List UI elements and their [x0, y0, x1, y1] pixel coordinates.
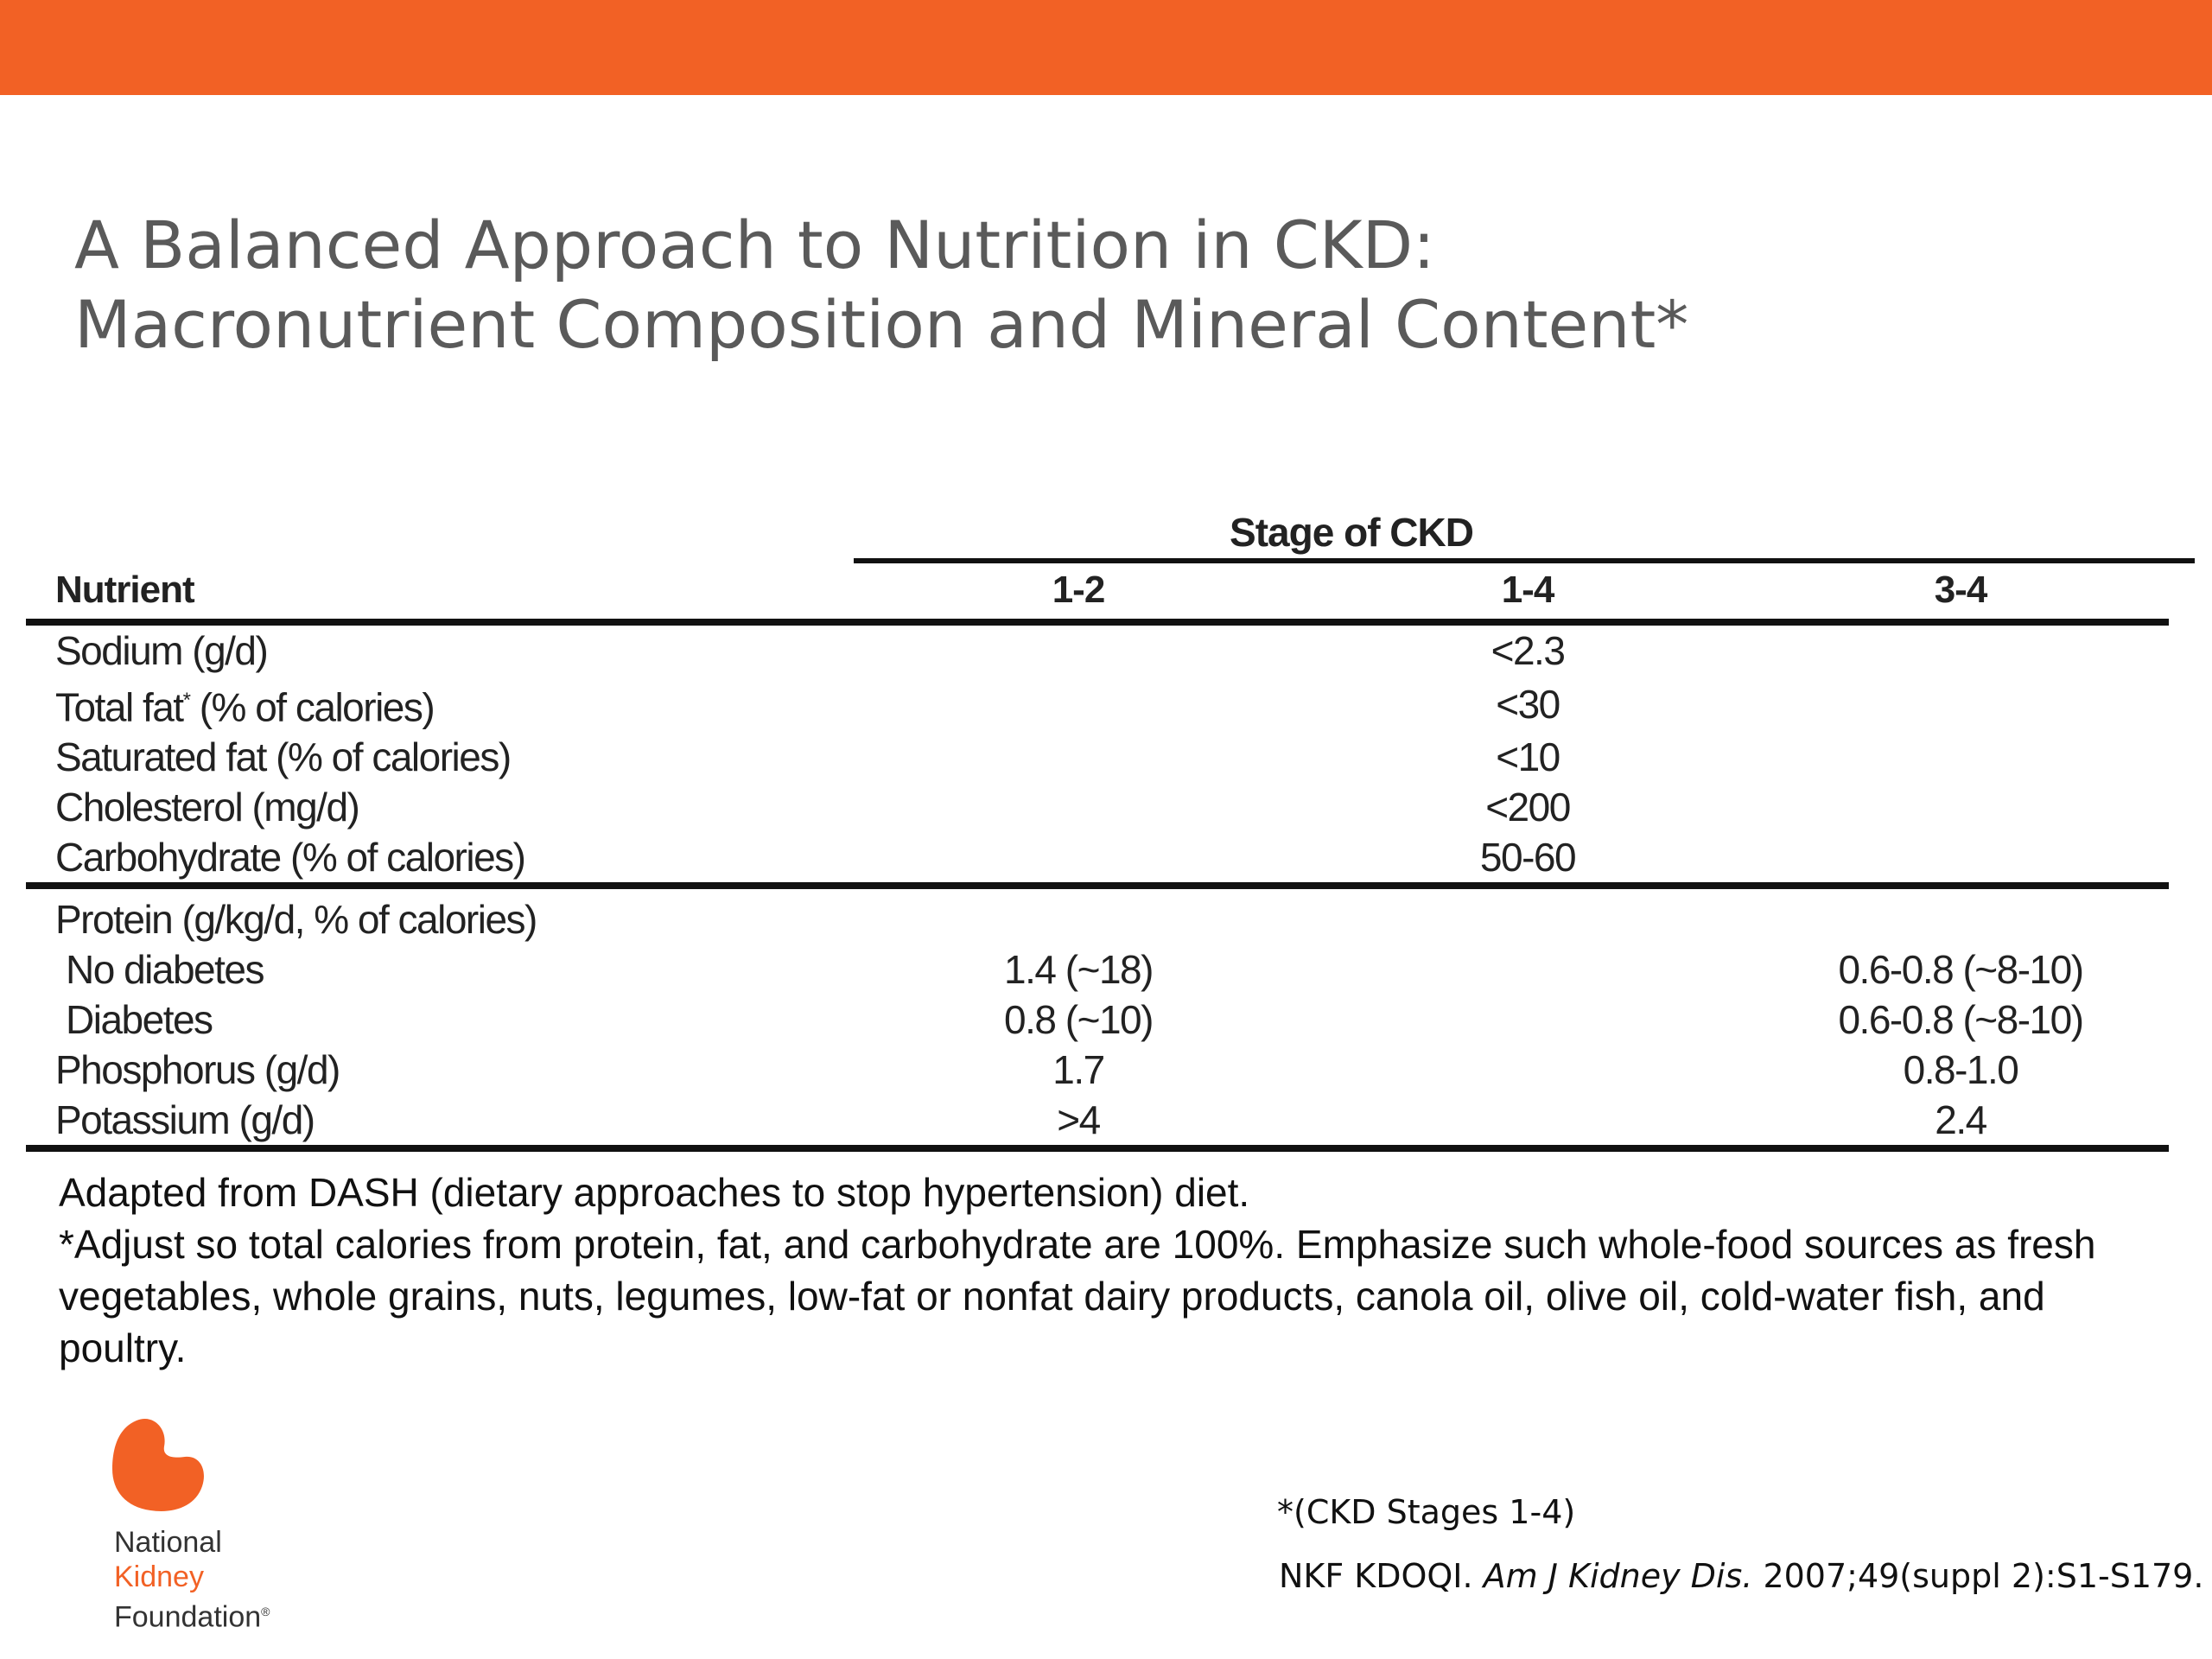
nutrient-label-unit: (% of calories): [189, 684, 435, 730]
value-stage-3-4: [1752, 832, 2169, 890]
value-stage-3-4: [1752, 732, 2169, 782]
logo-foundation-text: Foundation: [114, 1600, 262, 1634]
nutrient-label: Saturated fat (% of calories): [55, 734, 512, 780]
nutrient-label: No diabetes: [66, 947, 265, 993]
value-stage-1-4: [1303, 886, 1752, 944]
nutrient-label: Potassium (g/d): [26, 1095, 854, 1153]
slide-title-line-1: A Balanced Approach to Nutrition in CKD:: [74, 207, 1435, 283]
value-stage-3-4: [1752, 886, 2169, 944]
table-row: Carbohydrate (% of calories) 50-60: [26, 832, 2169, 890]
column-header-nutrient: Nutrient: [26, 562, 854, 626]
table-row: Phosphorus (g/d) 1.7 0.8-1.0: [26, 1045, 2169, 1095]
stage-group-header: Stage of CKD: [854, 501, 2195, 563]
nutrient-label: Total fat* (% of calories): [26, 676, 854, 732]
table-row: Total fat* (% of calories) <30: [26, 676, 2169, 732]
nutrient-label-text: Total fat: [55, 684, 184, 730]
column-header-stage-3-4: 3-4: [1752, 562, 2169, 626]
table-row: No diabetes 1.4 (~18) 0.6-0.8 (~8-10): [26, 944, 2169, 995]
stage-group-label: Stage of CKD: [1230, 510, 1474, 555]
table-row: Sodium (g/d) <2.3: [26, 622, 2169, 676]
nutrient-label: Sodium (g/d): [55, 628, 269, 673]
citation-details: 2007;49(suppl 2):S1-S179.: [1752, 1557, 2204, 1595]
nutrient-label: Cholesterol (mg/d): [55, 785, 360, 830]
logo-wordmark: National Kidney Foundation®: [114, 1525, 270, 1634]
citation-journal: Am J Kidney Dis.: [1483, 1557, 1753, 1595]
kidney-icon: [112, 1419, 204, 1511]
table-row: Diabetes 0.8 (~10) 0.6-0.8 (~8-10): [26, 995, 2169, 1045]
logo-line-national: National: [114, 1526, 222, 1559]
value-stage-1-2: >4: [854, 1095, 1303, 1153]
value-stage-3-4: 0.6-0.8 (~8-10): [1838, 997, 2084, 1043]
value-stage-3-4: 2.4: [1752, 1095, 2169, 1153]
table-row: Saturated fat (% of calories) <10: [26, 732, 2169, 782]
table-notes: Adapted from DASH (dietary approaches to…: [59, 1166, 2167, 1374]
value-stage-1-4: [1303, 1095, 1752, 1153]
citation-authors: NKF KDOQI.: [1279, 1557, 1484, 1595]
value-stage-1-2: 1.7: [1052, 1047, 1105, 1093]
value-stage-3-4: [1752, 676, 2169, 732]
value-stage-3-4: [1752, 782, 2169, 832]
value-stage-1-2: 1.4 (~18): [1004, 947, 1154, 993]
slide-title: A Balanced Approach to Nutrition in CKD:…: [74, 206, 2148, 365]
value-stage-1-2: [854, 782, 1303, 832]
value-stage-1-2: [854, 676, 1303, 732]
value-stage-1-4: <200: [1485, 785, 1571, 830]
table-header-row: Nutrient 1-2 1-4 3-4: [26, 562, 2169, 626]
value-stage-3-4: 0.8-1.0: [1903, 1047, 2019, 1093]
logo-line-kidney: Kidney: [114, 1560, 204, 1593]
logo-line-foundation: Foundation®: [114, 1594, 270, 1634]
note-source: Adapted from DASH (dietary approaches to…: [59, 1170, 1250, 1215]
value-stage-1-2: 0.8 (~10): [1004, 997, 1154, 1043]
table-row: Cholesterol (mg/d) <200: [26, 782, 2169, 832]
value-stage-3-4: [1752, 622, 2169, 676]
table-row: Protein (g/kg/d, % of calories): [26, 886, 2169, 944]
note-adjustment: *Adjust so total calories from protein, …: [59, 1222, 2096, 1370]
stages-footnote: *(CKD Stages 1-4): [1277, 1493, 1576, 1531]
nkf-logo: National Kidney Foundation®: [111, 1417, 301, 1633]
value-stage-1-4: <2.3: [1491, 628, 1566, 673]
value-stage-1-4: [1303, 944, 1752, 995]
value-stage-1-4: <10: [1496, 734, 1560, 780]
column-header-stage-1-4: 1-4: [1303, 562, 1752, 626]
table-row: Potassium (g/d) >4 2.4: [26, 1095, 2169, 1153]
value-stage-1-4: <30: [1496, 681, 1560, 727]
nutrient-label-mark: *: [182, 689, 191, 712]
value-stage-1-4: [1303, 1045, 1752, 1095]
column-header-stage-1-2: 1-2: [854, 562, 1303, 626]
nutrient-label: Phosphorus (g/d): [55, 1047, 340, 1093]
nutrient-table-grid: Nutrient 1-2 1-4 3-4 Sodium (g/d) <2.3 T…: [26, 562, 2169, 1153]
top-accent-bar: [0, 0, 2212, 95]
slide-title-line-2: Macronutrient Composition and Mineral Co…: [74, 286, 1689, 363]
registered-mark: ®: [261, 1605, 270, 1618]
citation: NKF KDOQI. Am J Kidney Dis. 2007;49(supp…: [1279, 1557, 2203, 1595]
nutrient-label: Protein (g/kg/d, % of calories): [55, 897, 537, 943]
value-stage-1-2: [854, 832, 1303, 890]
value-stage-1-2: [854, 732, 1303, 782]
value-stage-1-2: [854, 886, 1303, 944]
value-stage-1-2: [854, 622, 1303, 676]
nutrient-label: Carbohydrate (% of calories): [26, 832, 854, 890]
value-stage-1-4: [1303, 995, 1752, 1045]
value-stage-3-4: 0.6-0.8 (~8-10): [1838, 947, 2084, 993]
value-stage-1-4: 50-60: [1303, 832, 1752, 890]
nutrient-label: Diabetes: [66, 997, 213, 1043]
